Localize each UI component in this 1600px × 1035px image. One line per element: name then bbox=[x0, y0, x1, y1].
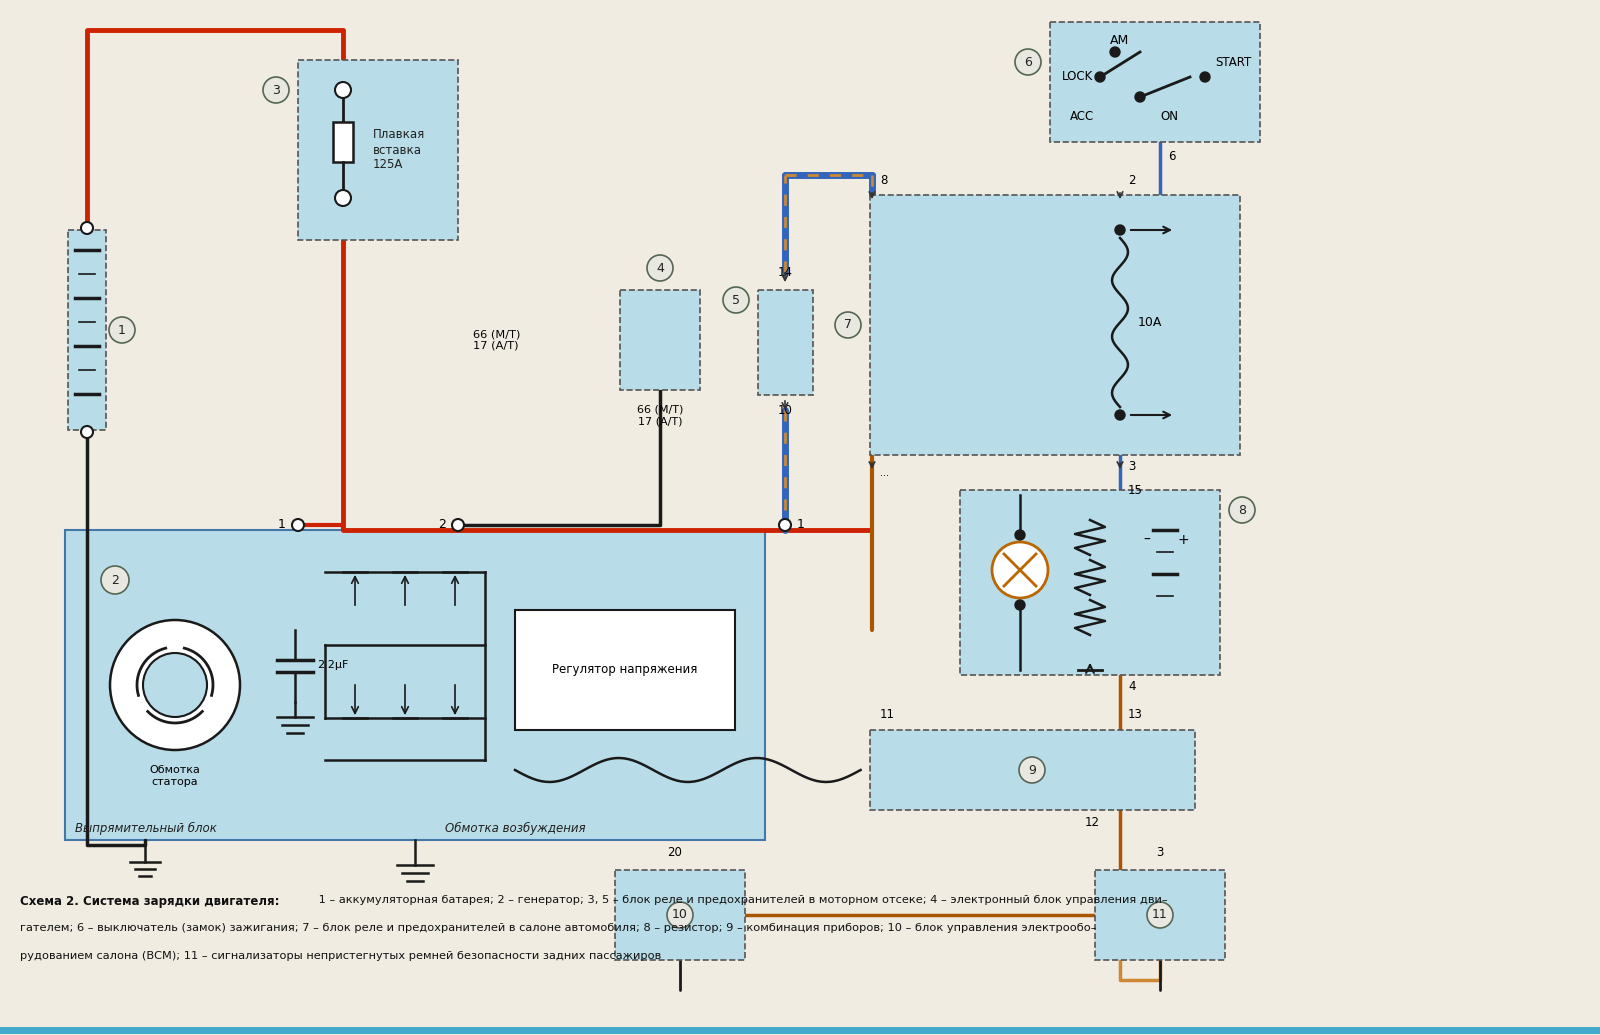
Text: 4: 4 bbox=[656, 262, 664, 274]
Circle shape bbox=[667, 901, 693, 928]
Text: Схема 2. Система зарядки двигателя:: Схема 2. Система зарядки двигателя: bbox=[19, 895, 280, 908]
Text: 11: 11 bbox=[1152, 909, 1168, 921]
Circle shape bbox=[110, 620, 240, 750]
Bar bbox=[333, 122, 354, 162]
Text: 11: 11 bbox=[880, 709, 894, 721]
FancyBboxPatch shape bbox=[621, 290, 701, 390]
FancyBboxPatch shape bbox=[960, 490, 1221, 675]
Text: LOCK: LOCK bbox=[1062, 70, 1093, 84]
Circle shape bbox=[1019, 757, 1045, 783]
FancyBboxPatch shape bbox=[515, 610, 734, 730]
FancyBboxPatch shape bbox=[870, 730, 1195, 810]
Circle shape bbox=[1014, 600, 1026, 610]
Circle shape bbox=[1229, 497, 1254, 523]
Text: Плавкая
вставка
125А: Плавкая вставка 125А bbox=[373, 128, 426, 172]
FancyBboxPatch shape bbox=[758, 290, 813, 395]
Text: 3: 3 bbox=[1128, 461, 1136, 473]
Text: рудованием салона (ВСМ); 11 – сигнализаторы непристегнутых ремней безопасности з: рудованием салона (ВСМ); 11 – сигнализат… bbox=[19, 951, 661, 962]
Text: 15: 15 bbox=[1128, 483, 1142, 497]
Text: Обмотка возбуждения: Обмотка возбуждения bbox=[445, 822, 586, 834]
FancyBboxPatch shape bbox=[1094, 870, 1226, 960]
Circle shape bbox=[1014, 49, 1042, 75]
Text: 4: 4 bbox=[1128, 680, 1136, 693]
Text: 6: 6 bbox=[1168, 150, 1176, 164]
Text: 10: 10 bbox=[778, 404, 792, 416]
Circle shape bbox=[82, 426, 93, 438]
Text: 20: 20 bbox=[667, 846, 683, 858]
FancyBboxPatch shape bbox=[66, 530, 765, 840]
FancyBboxPatch shape bbox=[614, 870, 746, 960]
Circle shape bbox=[1115, 225, 1125, 235]
Circle shape bbox=[109, 317, 134, 343]
Circle shape bbox=[334, 190, 350, 206]
Text: ACC: ACC bbox=[1070, 111, 1094, 123]
Text: 5: 5 bbox=[733, 294, 739, 306]
Text: ...: ... bbox=[880, 468, 890, 478]
Text: 1: 1 bbox=[278, 519, 286, 532]
Circle shape bbox=[1200, 72, 1210, 82]
Text: 6: 6 bbox=[1024, 56, 1032, 68]
Text: ON: ON bbox=[1160, 111, 1178, 123]
Circle shape bbox=[646, 255, 674, 280]
Text: гателем; 6 – выключатель (замок) зажигания; 7 – блок реле и предохранителей в са: гателем; 6 – выключатель (замок) зажиган… bbox=[19, 923, 1096, 933]
Circle shape bbox=[142, 653, 206, 717]
Text: 3: 3 bbox=[272, 84, 280, 96]
FancyBboxPatch shape bbox=[870, 195, 1240, 455]
Circle shape bbox=[1147, 901, 1173, 928]
Circle shape bbox=[1014, 530, 1026, 540]
Text: AM: AM bbox=[1110, 33, 1130, 47]
FancyBboxPatch shape bbox=[298, 60, 458, 240]
FancyBboxPatch shape bbox=[1050, 22, 1261, 142]
Text: 1: 1 bbox=[797, 519, 805, 532]
Text: 2: 2 bbox=[1128, 174, 1136, 186]
Text: Обмотка
статора: Обмотка статора bbox=[149, 765, 200, 787]
Text: 1 – аккумуляторная батарея; 2 – генератор; 3, 5 – блок реле и предохранителей в : 1 – аккумуляторная батарея; 2 – генерато… bbox=[315, 895, 1168, 905]
Text: 10: 10 bbox=[672, 909, 688, 921]
Circle shape bbox=[992, 542, 1048, 598]
Text: 7: 7 bbox=[845, 319, 851, 331]
Text: 1: 1 bbox=[118, 324, 126, 336]
Circle shape bbox=[334, 82, 350, 98]
Circle shape bbox=[291, 519, 304, 531]
Text: +: + bbox=[1178, 533, 1189, 548]
Text: 13: 13 bbox=[1128, 709, 1142, 721]
Text: 9: 9 bbox=[1029, 764, 1035, 776]
FancyBboxPatch shape bbox=[67, 230, 106, 430]
Circle shape bbox=[453, 519, 464, 531]
Text: 8: 8 bbox=[880, 174, 888, 186]
Circle shape bbox=[101, 566, 130, 594]
Text: 14: 14 bbox=[778, 266, 792, 278]
Circle shape bbox=[1110, 47, 1120, 57]
Text: 12: 12 bbox=[1085, 816, 1101, 828]
Circle shape bbox=[779, 519, 790, 531]
Text: 66 (М/Т)
17 (А/Т): 66 (М/Т) 17 (А/Т) bbox=[474, 329, 520, 351]
Text: 2: 2 bbox=[110, 573, 118, 587]
Text: 3: 3 bbox=[1157, 846, 1163, 858]
Text: Регулятор напряжения: Регулятор напряжения bbox=[552, 663, 698, 677]
Text: Выпрямительный блок: Выпрямительный блок bbox=[75, 822, 218, 834]
Text: 2.2μF: 2.2μF bbox=[317, 660, 349, 670]
Text: 8: 8 bbox=[1238, 503, 1246, 516]
Text: 66 (М/Т)
17 (А/Т): 66 (М/Т) 17 (А/Т) bbox=[637, 405, 683, 426]
Circle shape bbox=[262, 77, 290, 104]
Circle shape bbox=[835, 312, 861, 338]
Text: 10А: 10А bbox=[1138, 316, 1162, 328]
Text: –: – bbox=[1144, 533, 1150, 548]
Circle shape bbox=[1094, 72, 1106, 82]
Circle shape bbox=[723, 287, 749, 313]
Circle shape bbox=[1134, 92, 1146, 102]
Circle shape bbox=[1115, 410, 1125, 420]
Circle shape bbox=[82, 221, 93, 234]
Text: START: START bbox=[1216, 56, 1251, 68]
Text: 2: 2 bbox=[438, 519, 446, 532]
